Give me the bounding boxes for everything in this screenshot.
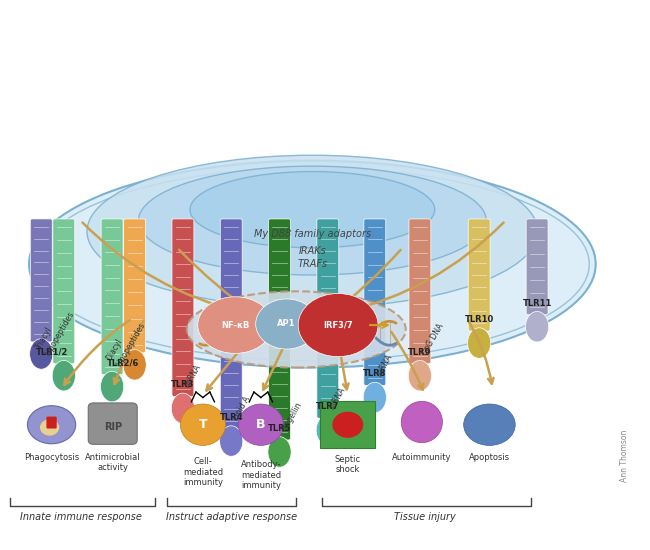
Ellipse shape (101, 371, 124, 402)
Text: TLR4: TLR4 (220, 413, 243, 422)
FancyBboxPatch shape (268, 219, 291, 440)
Text: TLR11: TLR11 (523, 299, 552, 307)
Ellipse shape (220, 426, 243, 456)
Ellipse shape (255, 299, 317, 349)
FancyBboxPatch shape (46, 416, 57, 428)
Ellipse shape (30, 339, 53, 369)
Ellipse shape (40, 419, 59, 436)
Text: T: T (199, 418, 207, 431)
Ellipse shape (27, 406, 75, 444)
Ellipse shape (87, 155, 538, 307)
Text: RIP: RIP (104, 422, 122, 432)
Text: NF-κB: NF-κB (221, 321, 250, 329)
Text: IRF3/7: IRF3/7 (323, 321, 353, 329)
Ellipse shape (187, 292, 406, 367)
FancyBboxPatch shape (88, 403, 137, 444)
FancyBboxPatch shape (101, 219, 123, 375)
Text: TLR10: TLR10 (465, 315, 494, 324)
Text: Instruct adaptive response: Instruct adaptive response (166, 512, 298, 522)
Ellipse shape (298, 294, 378, 356)
Ellipse shape (172, 393, 194, 424)
Ellipse shape (123, 350, 146, 380)
Text: CpG DNA: CpG DNA (420, 322, 445, 356)
Text: AP1: AP1 (278, 320, 296, 328)
Text: Tissue injury: Tissue injury (394, 512, 456, 522)
FancyBboxPatch shape (468, 219, 490, 331)
Text: Phagocytosis: Phagocytosis (24, 453, 79, 462)
Text: TLR2/6: TLR2/6 (107, 359, 140, 367)
FancyBboxPatch shape (53, 219, 75, 364)
Text: B: B (256, 418, 266, 431)
Text: TRAFs: TRAFs (297, 259, 328, 269)
FancyBboxPatch shape (317, 219, 339, 418)
Text: ssRNA: ssRNA (375, 353, 395, 378)
Text: Cell-
mediated
immunity: Cell- mediated immunity (183, 458, 223, 487)
Text: Innate immune response: Innate immune response (20, 512, 142, 522)
Ellipse shape (332, 411, 363, 438)
Text: Septic
shock: Septic shock (335, 455, 361, 474)
Ellipse shape (52, 360, 75, 391)
Text: Triacyl
Lipopeptides: Triacyl Lipopeptides (34, 304, 75, 356)
Text: TLR1/2: TLR1/2 (36, 348, 69, 356)
Text: Apoptosis: Apoptosis (469, 453, 510, 462)
Ellipse shape (363, 382, 386, 412)
FancyBboxPatch shape (172, 219, 194, 397)
Ellipse shape (525, 311, 549, 342)
Ellipse shape (138, 166, 486, 275)
Text: Diacyl
Lipopeptides: Diacyl Lipopeptides (105, 315, 146, 367)
Ellipse shape (190, 172, 435, 248)
Ellipse shape (463, 404, 515, 446)
Text: Ann Thomson: Ann Thomson (620, 430, 629, 482)
Text: Lipid A: Lipid A (231, 395, 252, 422)
Text: IRAKs: IRAKs (298, 245, 326, 256)
Text: Autoimmunity: Autoimmunity (392, 453, 452, 462)
Ellipse shape (408, 360, 432, 391)
Text: Flagellin: Flagellin (280, 400, 304, 433)
Ellipse shape (401, 402, 443, 443)
Text: Antibody-
mediated
immunity: Antibody- mediated immunity (240, 460, 281, 490)
Text: TLR9: TLR9 (408, 348, 432, 356)
Text: TLR5: TLR5 (268, 424, 291, 433)
FancyBboxPatch shape (409, 219, 431, 364)
Ellipse shape (29, 161, 595, 367)
Text: ssRNA: ssRNA (328, 386, 348, 411)
Text: dsRNA: dsRNA (183, 363, 203, 389)
FancyBboxPatch shape (364, 219, 386, 386)
Text: TLR7: TLR7 (316, 402, 339, 411)
Ellipse shape (317, 415, 339, 446)
FancyBboxPatch shape (320, 402, 376, 448)
FancyBboxPatch shape (220, 219, 242, 429)
Ellipse shape (268, 437, 291, 467)
FancyBboxPatch shape (31, 219, 52, 342)
Ellipse shape (467, 328, 491, 358)
Text: TLR3: TLR3 (171, 381, 194, 389)
FancyBboxPatch shape (124, 219, 146, 353)
Ellipse shape (239, 404, 283, 446)
Text: Antimicrobial
activity: Antimicrobial activity (85, 453, 140, 472)
Ellipse shape (180, 404, 226, 446)
Ellipse shape (198, 297, 272, 354)
Text: TLR8: TLR8 (363, 370, 387, 378)
Text: My D88 family adaptors: My D88 family adaptors (254, 229, 371, 239)
FancyBboxPatch shape (526, 219, 548, 315)
